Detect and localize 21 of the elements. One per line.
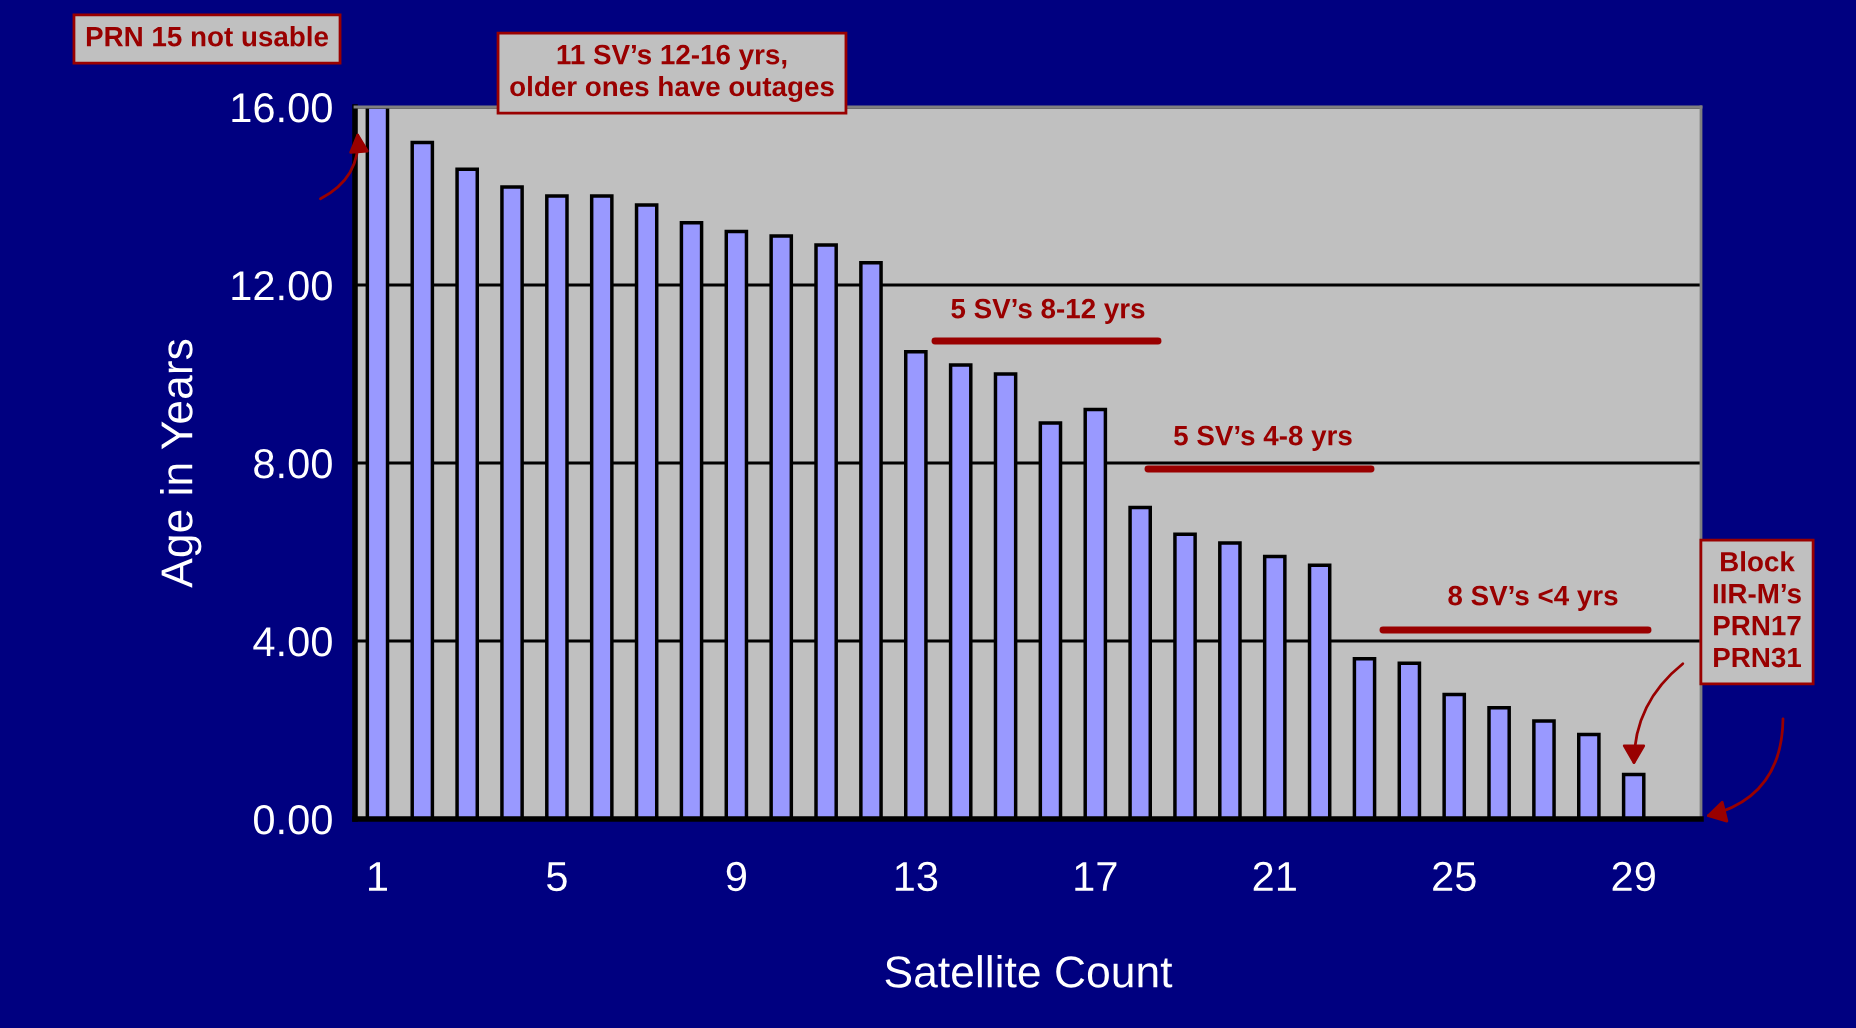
annotation: PRN 15 not usable <box>86 26 328 47</box>
text: 11 SV’s 12-16 yrs, older ones have outages <box>510 44 834 102</box>
x-tick-label: 17 <box>1075 862 1117 891</box>
x-tick-label: 5 <box>546 862 567 892</box>
x-tick-label: 25 <box>1433 861 1476 892</box>
y-tick-label: 16.00 <box>232 93 332 123</box>
y-tick-label: 4.00 <box>253 627 332 657</box>
x-tick-label: 29 <box>1612 861 1655 892</box>
y-tick-label: 0.00 <box>254 805 332 835</box>
annotation: 8 SV’s <4 yrs <box>1448 585 1618 611</box>
y-tick-label: 8.00 <box>254 449 332 479</box>
y-tick-label: 12.00 <box>232 271 332 301</box>
x-tick-label: 13 <box>895 861 938 892</box>
x-tick-label: 1 <box>369 862 387 891</box>
x-tick-label: 9 <box>726 861 746 892</box>
annotation: 5 SV’s 4-8 yrs <box>1174 425 1352 451</box>
y-axis-title: Age in Years <box>160 339 202 588</box>
annotation: 5 SV’s 8-12 yrs <box>951 298 1145 324</box>
x-axis-title: Satellite Count <box>885 955 1173 988</box>
text: Block IIR-M’s PRN17 PRN31 <box>1713 551 1801 668</box>
x-tick-label: 21 <box>1253 861 1296 891</box>
